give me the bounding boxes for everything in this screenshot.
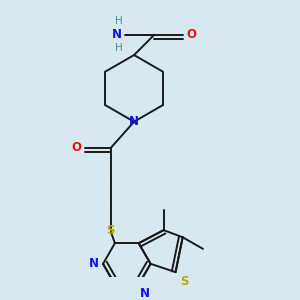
Text: N: N <box>88 257 98 270</box>
Text: H: H <box>115 16 122 26</box>
Text: O: O <box>187 28 197 41</box>
Text: N: N <box>129 115 139 128</box>
Text: O: O <box>71 141 81 154</box>
Text: S: S <box>180 275 188 288</box>
Text: S: S <box>106 224 115 237</box>
Text: N: N <box>140 287 150 300</box>
Text: N: N <box>112 28 122 41</box>
Text: H: H <box>115 44 122 53</box>
